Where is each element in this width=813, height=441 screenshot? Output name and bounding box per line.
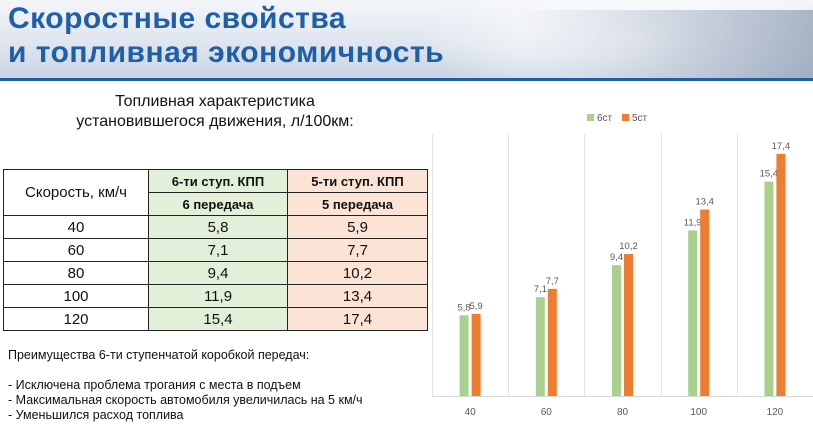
data-label: 5,8 xyxy=(457,302,470,313)
value-6-cell: 15,4 xyxy=(148,307,288,331)
advantage-item: - Уменьшился расход топлива xyxy=(8,408,184,422)
header-banner: Скоростные свойства и топливная экономич… xyxy=(0,0,813,80)
value-5-cell: 7,7 xyxy=(287,238,428,262)
bar xyxy=(459,315,469,396)
bar xyxy=(612,265,621,396)
table-row: 80 9,4 10,2 xyxy=(3,261,428,285)
col-6-header: 6-ти ступ. КПП xyxy=(148,169,288,193)
page-title: Скоростные свойства и топливная экономич… xyxy=(8,2,445,69)
data-label: 7,1 xyxy=(534,284,547,295)
legend-swatch xyxy=(587,114,594,121)
bar xyxy=(471,313,481,396)
data-label: 17,4 xyxy=(772,141,791,152)
table-row: 40 5,8 5,9 xyxy=(3,215,428,239)
value-5-cell: 10,2 xyxy=(287,261,428,285)
table-row: 120 15,4 17,4 xyxy=(3,307,428,331)
value-6-cell: 5,8 xyxy=(148,215,288,239)
data-label: 10,2 xyxy=(619,241,638,252)
speed-header: Скорость, км/ч xyxy=(3,169,149,216)
bar xyxy=(547,288,557,396)
data-label: 5,9 xyxy=(469,301,482,312)
value-5-cell: 17,4 xyxy=(287,307,428,331)
bar xyxy=(535,297,545,396)
bar xyxy=(700,209,710,396)
advantages-block: Преимущества 6-ти ступенчатой коробкой п… xyxy=(8,348,363,423)
fuel-chart: 6ст 5ст 5,8 5,9 40 7,1 7,7 60 9,4 10,2 80 11,9 13,4 1… xyxy=(432,106,813,432)
bar xyxy=(776,153,786,396)
x-tick-label: 40 xyxy=(465,407,477,418)
speed-cell: 100 xyxy=(3,284,149,308)
value-6-cell: 11,9 xyxy=(148,284,288,308)
legend-label: 6ст xyxy=(597,113,613,124)
fuel-table: Скорость, км/ч 6-ти ступ. КПП 5-ти ступ.… xyxy=(3,169,428,331)
data-label: 15,4 xyxy=(760,169,779,180)
speed-cell: 40 xyxy=(3,215,149,239)
table-row: 100 11,9 13,4 xyxy=(3,284,428,308)
speed-cell: 120 xyxy=(3,307,149,331)
data-label: 13,4 xyxy=(695,197,714,208)
bar xyxy=(764,181,774,396)
table-title: Топливная характеристика установившегося… xyxy=(76,93,354,130)
col-5-subheader: 5 передача xyxy=(287,192,428,216)
header-divider xyxy=(0,78,813,81)
value-6-cell: 7,1 xyxy=(148,238,288,262)
x-tick-label: 100 xyxy=(690,407,707,418)
data-label: 11,9 xyxy=(684,217,702,228)
data-label: 9,4 xyxy=(610,252,623,263)
x-tick-label: 60 xyxy=(541,407,553,418)
data-label: 7,7 xyxy=(546,276,559,287)
table-row: 60 7,1 7,7 xyxy=(3,238,428,262)
x-tick-label: 120 xyxy=(767,407,784,418)
col-5-header: 5-ти ступ. КПП xyxy=(287,169,428,193)
fuel-chart-svg: 6ст 5ст 5,85,9 40 7,17,7 60 9,410,2 80 11,9 13,4 1… xyxy=(432,113,813,418)
header-background xyxy=(520,10,813,80)
speed-cell: 60 xyxy=(3,238,149,262)
value-5-cell: 13,4 xyxy=(287,284,428,308)
value-6-cell: 9,4 xyxy=(148,261,288,285)
advantage-item: - Максимальная скорость автомобиля увели… xyxy=(8,393,363,407)
bar xyxy=(624,254,633,396)
speed-cell: 80 xyxy=(3,261,149,285)
legend-swatch xyxy=(622,114,629,121)
col-6-subheader: 6 передача xyxy=(148,192,288,216)
x-tick-label: 80 xyxy=(617,407,629,418)
bar xyxy=(688,230,698,396)
advantages-title: Преимущества 6-ти ступенчатой коробкой п… xyxy=(8,348,310,362)
advantage-item: - Исключена проблема трогания с места в … xyxy=(8,378,301,392)
value-5-cell: 5,9 xyxy=(287,215,428,239)
legend-label: 5ст xyxy=(632,113,648,124)
